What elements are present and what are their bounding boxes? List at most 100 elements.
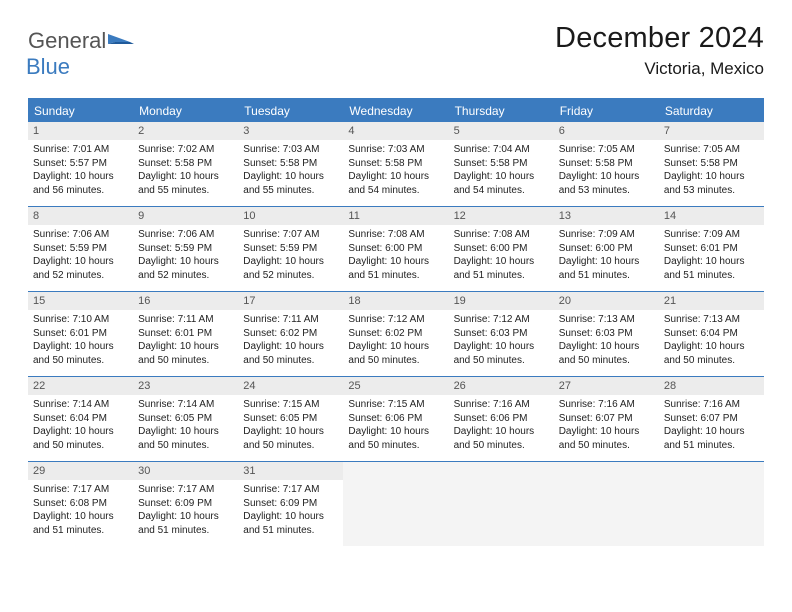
day-number: 6 xyxy=(554,122,659,140)
sunset-text: Sunset: 6:03 PM xyxy=(559,327,654,341)
calendar-cell: 29Sunrise: 7:17 AMSunset: 6:08 PMDayligh… xyxy=(28,462,133,546)
sunrise-text: Sunrise: 7:09 AM xyxy=(559,228,654,242)
sunrise-text: Sunrise: 7:11 AM xyxy=(138,313,233,327)
week-row: 22Sunrise: 7:14 AMSunset: 6:04 PMDayligh… xyxy=(28,376,764,461)
daylight-text: Daylight: 10 hours and 54 minutes. xyxy=(348,170,443,197)
cell-body: Sunrise: 7:08 AMSunset: 6:00 PMDaylight:… xyxy=(449,225,554,286)
day-number: 22 xyxy=(28,377,133,395)
day-number: 21 xyxy=(659,292,764,310)
cell-body: Sunrise: 7:16 AMSunset: 6:07 PMDaylight:… xyxy=(554,395,659,456)
sunrise-text: Sunrise: 7:16 AM xyxy=(454,398,549,412)
daylight-text: Daylight: 10 hours and 50 minutes. xyxy=(138,425,233,452)
sunrise-text: Sunrise: 7:13 AM xyxy=(559,313,654,327)
logo-word-blue: Blue xyxy=(26,54,70,79)
daylight-text: Daylight: 10 hours and 50 minutes. xyxy=(664,340,759,367)
day-headers-row: Sunday Monday Tuesday Wednesday Thursday… xyxy=(28,100,764,122)
daylight-text: Daylight: 10 hours and 51 minutes. xyxy=(664,255,759,282)
cell-body: Sunrise: 7:06 AMSunset: 5:59 PMDaylight:… xyxy=(28,225,133,286)
sunset-text: Sunset: 6:05 PM xyxy=(138,412,233,426)
sunset-text: Sunset: 6:08 PM xyxy=(33,497,128,511)
day-number: 7 xyxy=(659,122,764,140)
daylight-text: Daylight: 10 hours and 56 minutes. xyxy=(33,170,128,197)
calendar-cell: 2Sunrise: 7:02 AMSunset: 5:58 PMDaylight… xyxy=(133,122,238,206)
day-header-sunday: Sunday xyxy=(28,100,133,122)
week-row: 8Sunrise: 7:06 AMSunset: 5:59 PMDaylight… xyxy=(28,206,764,291)
sunrise-text: Sunrise: 7:16 AM xyxy=(559,398,654,412)
sunrise-text: Sunrise: 7:06 AM xyxy=(33,228,128,242)
sunset-text: Sunset: 6:07 PM xyxy=(559,412,654,426)
daylight-text: Daylight: 10 hours and 50 minutes. xyxy=(138,340,233,367)
day-header-wednesday: Wednesday xyxy=(343,100,448,122)
day-number: 18 xyxy=(343,292,448,310)
daylight-text: Daylight: 10 hours and 50 minutes. xyxy=(348,340,443,367)
day-header-friday: Friday xyxy=(554,100,659,122)
calendar-cell: 15Sunrise: 7:10 AMSunset: 6:01 PMDayligh… xyxy=(28,292,133,376)
daylight-text: Daylight: 10 hours and 51 minutes. xyxy=(33,510,128,537)
cell-body: Sunrise: 7:17 AMSunset: 6:08 PMDaylight:… xyxy=(28,480,133,541)
day-number: 3 xyxy=(238,122,343,140)
calendar-cell: 19Sunrise: 7:12 AMSunset: 6:03 PMDayligh… xyxy=(449,292,554,376)
cell-body: Sunrise: 7:04 AMSunset: 5:58 PMDaylight:… xyxy=(449,140,554,201)
day-header-monday: Monday xyxy=(133,100,238,122)
logo: General Blue xyxy=(28,22,134,80)
day-number: 17 xyxy=(238,292,343,310)
day-number: 15 xyxy=(28,292,133,310)
calendar-cell: 16Sunrise: 7:11 AMSunset: 6:01 PMDayligh… xyxy=(133,292,238,376)
calendar-cell-empty xyxy=(449,462,554,546)
sunset-text: Sunset: 6:03 PM xyxy=(454,327,549,341)
calendar-cell: 12Sunrise: 7:08 AMSunset: 6:00 PMDayligh… xyxy=(449,207,554,291)
calendar-cell-empty xyxy=(343,462,448,546)
sunset-text: Sunset: 5:59 PM xyxy=(33,242,128,256)
daylight-text: Daylight: 10 hours and 51 minutes. xyxy=(664,425,759,452)
cell-body: Sunrise: 7:13 AMSunset: 6:04 PMDaylight:… xyxy=(659,310,764,371)
day-number: 4 xyxy=(343,122,448,140)
daylight-text: Daylight: 10 hours and 50 minutes. xyxy=(243,340,338,367)
day-number: 5 xyxy=(449,122,554,140)
daylight-text: Daylight: 10 hours and 50 minutes. xyxy=(559,340,654,367)
logo-flag-icon xyxy=(108,30,134,48)
logo-text: General Blue xyxy=(28,28,134,80)
day-number: 10 xyxy=(238,207,343,225)
daylight-text: Daylight: 10 hours and 51 minutes. xyxy=(559,255,654,282)
cell-body: Sunrise: 7:03 AMSunset: 5:58 PMDaylight:… xyxy=(238,140,343,201)
daylight-text: Daylight: 10 hours and 50 minutes. xyxy=(243,425,338,452)
cell-body: Sunrise: 7:11 AMSunset: 6:02 PMDaylight:… xyxy=(238,310,343,371)
calendar-cell-empty xyxy=(554,462,659,546)
cell-body: Sunrise: 7:17 AMSunset: 6:09 PMDaylight:… xyxy=(238,480,343,541)
calendar-cell: 7Sunrise: 7:05 AMSunset: 5:58 PMDaylight… xyxy=(659,122,764,206)
sunset-text: Sunset: 6:05 PM xyxy=(243,412,338,426)
sunset-text: Sunset: 5:58 PM xyxy=(454,157,549,171)
cell-body: Sunrise: 7:11 AMSunset: 6:01 PMDaylight:… xyxy=(133,310,238,371)
title-block: December 2024 Victoria, Mexico xyxy=(555,22,764,79)
day-number: 19 xyxy=(449,292,554,310)
sunset-text: Sunset: 6:00 PM xyxy=(559,242,654,256)
sunset-text: Sunset: 6:06 PM xyxy=(348,412,443,426)
location: Victoria, Mexico xyxy=(555,59,764,79)
calendar-cell: 28Sunrise: 7:16 AMSunset: 6:07 PMDayligh… xyxy=(659,377,764,461)
daylight-text: Daylight: 10 hours and 55 minutes. xyxy=(243,170,338,197)
calendar-cell-empty xyxy=(659,462,764,546)
calendar-cell: 21Sunrise: 7:13 AMSunset: 6:04 PMDayligh… xyxy=(659,292,764,376)
daylight-text: Daylight: 10 hours and 51 minutes. xyxy=(138,510,233,537)
sunrise-text: Sunrise: 7:14 AM xyxy=(138,398,233,412)
sunset-text: Sunset: 6:02 PM xyxy=(348,327,443,341)
calendar-cell: 22Sunrise: 7:14 AMSunset: 6:04 PMDayligh… xyxy=(28,377,133,461)
cell-body: Sunrise: 7:13 AMSunset: 6:03 PMDaylight:… xyxy=(554,310,659,371)
calendar-cell: 25Sunrise: 7:15 AMSunset: 6:06 PMDayligh… xyxy=(343,377,448,461)
cell-body: Sunrise: 7:03 AMSunset: 5:58 PMDaylight:… xyxy=(343,140,448,201)
daylight-text: Daylight: 10 hours and 50 minutes. xyxy=(454,425,549,452)
sunset-text: Sunset: 5:58 PM xyxy=(348,157,443,171)
calendar-cell: 10Sunrise: 7:07 AMSunset: 5:59 PMDayligh… xyxy=(238,207,343,291)
daylight-text: Daylight: 10 hours and 50 minutes. xyxy=(559,425,654,452)
cell-body: Sunrise: 7:15 AMSunset: 6:05 PMDaylight:… xyxy=(238,395,343,456)
daylight-text: Daylight: 10 hours and 55 minutes. xyxy=(138,170,233,197)
sunrise-text: Sunrise: 7:12 AM xyxy=(348,313,443,327)
daylight-text: Daylight: 10 hours and 53 minutes. xyxy=(559,170,654,197)
calendar: Sunday Monday Tuesday Wednesday Thursday… xyxy=(28,98,764,546)
cell-body: Sunrise: 7:10 AMSunset: 6:01 PMDaylight:… xyxy=(28,310,133,371)
calendar-page: General Blue December 2024 Victoria, Mex… xyxy=(0,0,792,546)
sunrise-text: Sunrise: 7:06 AM xyxy=(138,228,233,242)
cell-body: Sunrise: 7:06 AMSunset: 5:59 PMDaylight:… xyxy=(133,225,238,286)
day-number: 23 xyxy=(133,377,238,395)
daylight-text: Daylight: 10 hours and 50 minutes. xyxy=(454,340,549,367)
